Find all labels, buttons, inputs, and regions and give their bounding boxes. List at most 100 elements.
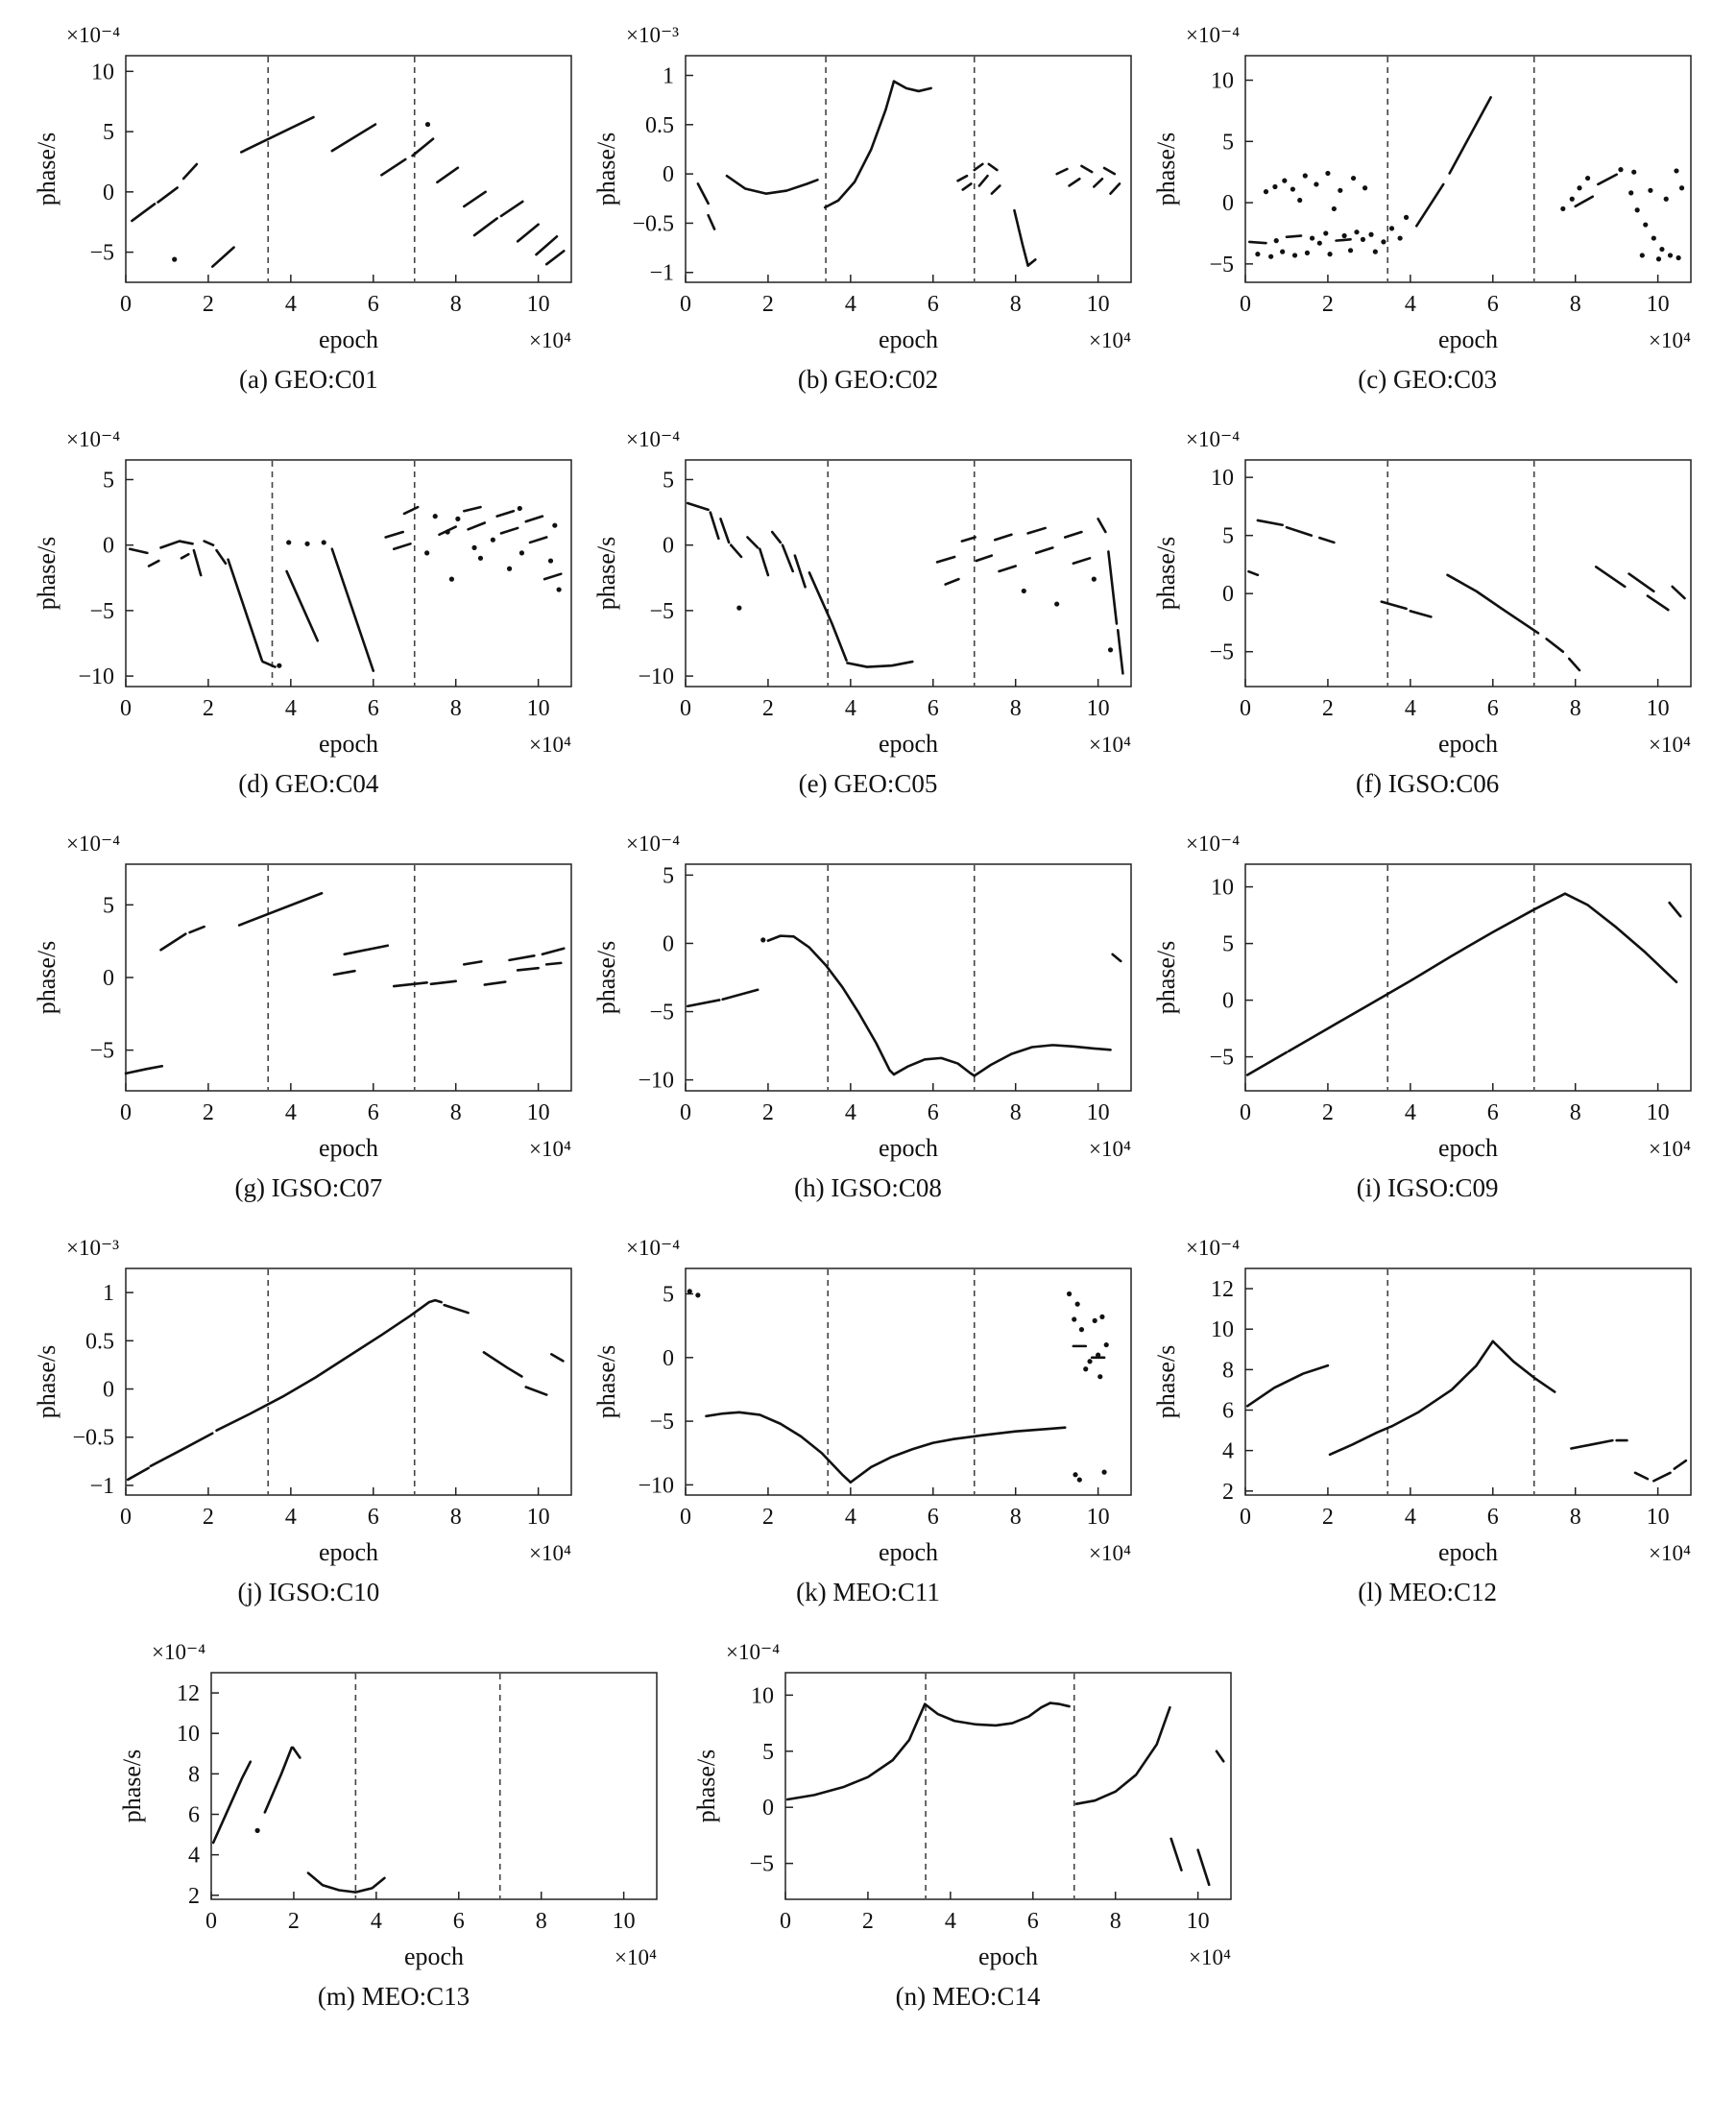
data-segment bbox=[1107, 550, 1119, 625]
data-segment bbox=[1247, 240, 1267, 245]
x-tick-label: 10 bbox=[1087, 696, 1110, 721]
data-point bbox=[1569, 196, 1575, 202]
data-segment bbox=[343, 944, 390, 956]
x-tick-label: 10 bbox=[613, 1909, 636, 1934]
y-tick-label: −5 bbox=[90, 1039, 115, 1064]
subplot-caption: (e) GEO:C05 bbox=[798, 769, 938, 798]
data-segment bbox=[1063, 530, 1083, 539]
y-scale-label: ×10⁻⁴ bbox=[626, 427, 680, 451]
x-tick-label: 6 bbox=[1486, 1505, 1498, 1530]
data-point bbox=[1273, 238, 1279, 244]
data-point bbox=[1322, 230, 1329, 236]
data-segment bbox=[892, 1056, 976, 1077]
data-segment bbox=[1380, 600, 1408, 611]
data-segment bbox=[517, 223, 541, 243]
x-tick-label: 6 bbox=[1027, 1909, 1039, 1934]
data-segment bbox=[793, 554, 807, 589]
y-scale-label: ×10⁻⁴ bbox=[66, 832, 120, 856]
y-tick-label: −10 bbox=[638, 664, 674, 689]
x-tick-label: 4 bbox=[1405, 696, 1416, 721]
x-tick-label: 4 bbox=[285, 1505, 297, 1530]
data-segment bbox=[1287, 892, 1566, 1052]
x-axis-label: epoch bbox=[319, 1538, 378, 1566]
data-point bbox=[1642, 222, 1648, 228]
data-point bbox=[1103, 1341, 1109, 1348]
data-segment bbox=[1328, 1425, 1393, 1457]
data-segment bbox=[215, 1298, 444, 1433]
x-tick-label: 10 bbox=[527, 292, 550, 317]
x-tick-label: 4 bbox=[945, 1909, 956, 1934]
data-point bbox=[1584, 175, 1590, 181]
x-tick-label: 0 bbox=[120, 292, 132, 317]
subplot-j-canvas: 0 2 4 6 8 10 −1 −0.5 0 0.5 1 ×10⁻³ phase/s epoch ×10⁴ bbox=[33, 1236, 573, 1566]
data-segment bbox=[696, 182, 710, 205]
satellite-phase-figure: 0 2 4 6 8 10 −5 0 5 10 ×10⁻⁴ phase/s epoch ×10⁴ (a) GE… bbox=[30, 13, 1692, 2011]
data-point bbox=[1107, 647, 1114, 653]
x-tick-label: 2 bbox=[762, 696, 774, 721]
data-segment bbox=[263, 1746, 294, 1814]
x-tick-label: 8 bbox=[1010, 1505, 1022, 1530]
x-scale-label: ×10⁴ bbox=[1089, 1137, 1131, 1161]
x-tick-label: 4 bbox=[371, 1909, 382, 1934]
data-segment bbox=[975, 554, 994, 563]
data-segment bbox=[721, 988, 760, 1002]
x-axis-label: epoch bbox=[879, 730, 938, 758]
data-point bbox=[424, 550, 430, 556]
x-tick-label: 0 bbox=[780, 1909, 791, 1934]
data-point bbox=[471, 544, 477, 550]
subplot-caption: (c) GEO:C03 bbox=[1358, 365, 1498, 394]
x-tick-label: 4 bbox=[1405, 1505, 1416, 1530]
y-tick-label: −5 bbox=[649, 599, 674, 624]
data-point bbox=[1096, 1352, 1101, 1358]
x-tick-label: 0 bbox=[1240, 292, 1251, 317]
x-axis-label: epoch bbox=[1438, 730, 1498, 758]
y-tick-label: 12 bbox=[1211, 1277, 1234, 1302]
y-scale-label: ×10⁻³ bbox=[66, 1236, 119, 1260]
data-segment bbox=[517, 966, 541, 972]
data-point bbox=[321, 540, 327, 545]
data-point bbox=[1368, 231, 1374, 237]
data-segment bbox=[1013, 208, 1029, 267]
subplot-a: 0 2 4 6 8 10 −5 0 5 10 ×10⁻⁴ phase/s epoch ×10⁴ (a) GE… bbox=[30, 13, 587, 395]
y-tick-label: 0.5 bbox=[645, 113, 674, 138]
data-point bbox=[1021, 588, 1026, 594]
data-segment bbox=[1596, 173, 1618, 186]
data-point bbox=[1397, 235, 1403, 241]
data-segment bbox=[543, 572, 563, 581]
data-segment bbox=[508, 954, 536, 962]
x-tick-label: 4 bbox=[845, 696, 856, 721]
x-tick-label: 2 bbox=[203, 1505, 214, 1530]
subplot-k: 0 2 4 6 8 10 −10 −5 0 5 ×10⁻⁴ phase/s epoch ×10⁴ (k) M… bbox=[590, 1226, 1146, 1607]
y-tick-label: 10 bbox=[177, 1722, 200, 1747]
data-segment bbox=[1169, 1837, 1183, 1871]
data-segment bbox=[823, 80, 896, 209]
y-tick-label: −10 bbox=[638, 1473, 674, 1498]
axes-box bbox=[685, 459, 1132, 688]
data-point bbox=[1313, 181, 1319, 187]
x-tick-label: 4 bbox=[285, 696, 297, 721]
data-segment bbox=[541, 947, 566, 956]
subplot-h-canvas: 0 2 4 6 8 10 −10 −5 0 5 ×10⁻⁴ phase/s epoch ×10⁴ bbox=[592, 832, 1132, 1162]
x-tick-label: 6 bbox=[928, 292, 939, 317]
x-tick-label: 6 bbox=[928, 696, 939, 721]
data-segment bbox=[846, 660, 914, 668]
x-tick-label: 6 bbox=[1486, 1100, 1498, 1125]
axes-box bbox=[1243, 459, 1692, 688]
axes-box bbox=[210, 1672, 658, 1900]
y-tick-label: 0 bbox=[103, 181, 114, 205]
y-tick-label: 0 bbox=[663, 931, 674, 956]
data-segment bbox=[1074, 1705, 1171, 1805]
y-tick-label: 5 bbox=[663, 863, 674, 888]
y-scale-label: ×10⁻⁴ bbox=[626, 832, 680, 856]
y-axis-label: phase/s bbox=[118, 1750, 146, 1823]
y-axis-label: phase/s bbox=[1152, 941, 1180, 1015]
data-point bbox=[1628, 190, 1633, 196]
data-point bbox=[1267, 253, 1273, 259]
data-segment bbox=[203, 540, 215, 546]
y-tick-label: 5 bbox=[103, 468, 114, 493]
x-tick-label: 8 bbox=[450, 1505, 462, 1530]
y-tick-label: 5 bbox=[1222, 130, 1234, 155]
data-segment bbox=[1116, 629, 1124, 675]
x-tick-label: 8 bbox=[1569, 696, 1580, 721]
